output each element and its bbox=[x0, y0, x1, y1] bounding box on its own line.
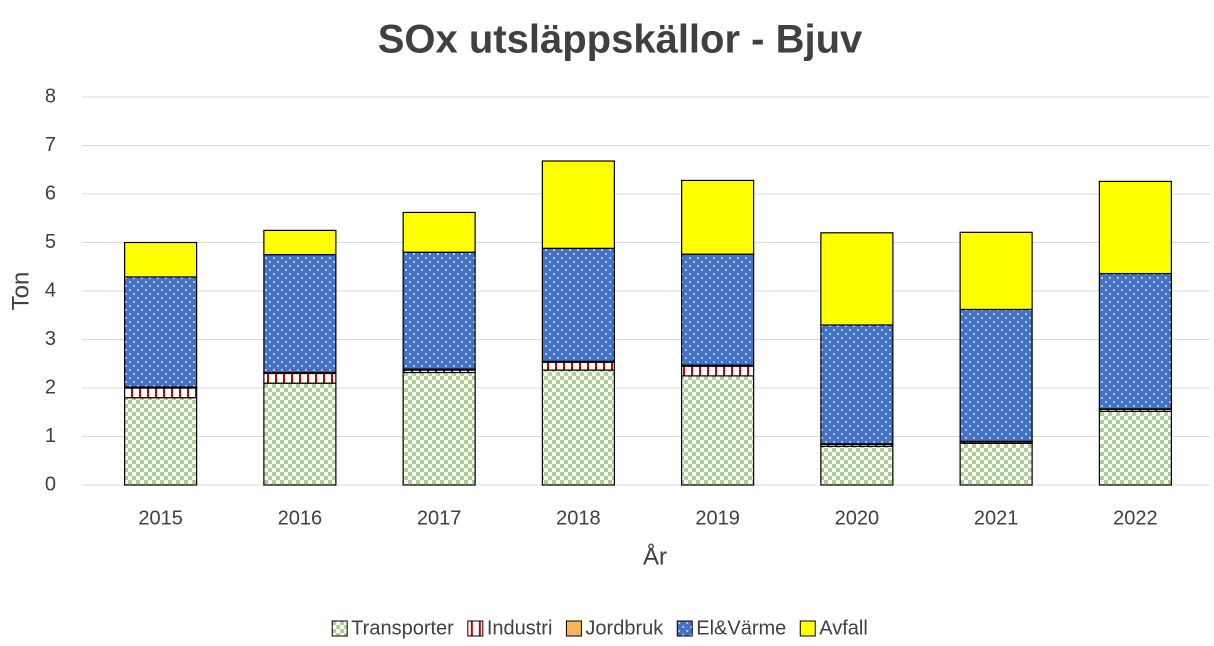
bar-segment bbox=[403, 372, 475, 485]
bar-segment bbox=[682, 254, 754, 365]
bar-segment bbox=[542, 370, 614, 485]
bar-segment bbox=[1099, 411, 1171, 485]
x-tick-label: 2019 bbox=[695, 507, 740, 529]
legend-label: Jordbruk bbox=[585, 617, 664, 639]
bar-segment bbox=[960, 443, 1032, 485]
bar-segment bbox=[821, 233, 893, 325]
legend-label: Transporter bbox=[351, 617, 454, 639]
legend-label: Avfall bbox=[819, 617, 868, 639]
bar-segment bbox=[542, 362, 614, 370]
legend-swatch bbox=[566, 621, 581, 636]
bar-segment bbox=[682, 376, 754, 485]
y-tick-label: 4 bbox=[45, 279, 56, 301]
legend-swatch bbox=[468, 621, 483, 636]
bar-segment bbox=[1099, 181, 1171, 273]
legend-item: Avfall bbox=[800, 617, 868, 639]
bar-segment bbox=[264, 373, 336, 383]
x-axis-label: År bbox=[643, 542, 667, 570]
legend-swatch bbox=[800, 621, 815, 636]
y-tick-label: 6 bbox=[45, 182, 56, 204]
legend-item: Industri bbox=[468, 617, 553, 639]
bar-segment bbox=[682, 366, 754, 376]
y-tick-label: 8 bbox=[45, 85, 56, 107]
bar-segment bbox=[125, 388, 197, 398]
legend-label: Industri bbox=[487, 617, 553, 639]
bar-segment bbox=[542, 248, 614, 361]
bar-segment bbox=[264, 230, 336, 254]
bar-segment bbox=[960, 309, 1032, 441]
bar-segment bbox=[264, 383, 336, 485]
y-tick-label: 5 bbox=[45, 231, 56, 253]
x-tick-label: 2021 bbox=[974, 507, 1019, 529]
y-tick-label: 1 bbox=[45, 425, 56, 447]
bar-segment bbox=[542, 161, 614, 248]
x-tick-label: 2016 bbox=[278, 507, 323, 529]
y-axis-label: Ton bbox=[7, 272, 34, 311]
bar-segment bbox=[125, 243, 197, 277]
y-tick-label: 2 bbox=[45, 376, 56, 398]
bar-segment bbox=[264, 255, 336, 373]
legend-swatch bbox=[677, 621, 692, 636]
bar-segment bbox=[960, 232, 1032, 309]
bar-segment bbox=[821, 325, 893, 444]
y-tick-label: 7 bbox=[45, 134, 56, 156]
legend-item: Jordbruk bbox=[566, 617, 664, 639]
legend-item: El&Värme bbox=[677, 617, 786, 639]
x-tick-label: 2022 bbox=[1113, 507, 1158, 529]
legend-label: El&Värme bbox=[696, 617, 786, 639]
bar-segment bbox=[682, 180, 754, 254]
legend-swatch bbox=[332, 621, 347, 636]
y-tick-label: 3 bbox=[45, 328, 56, 350]
bar-segment bbox=[403, 252, 475, 369]
chart-title: SOx utsläppskällor - Bjuv bbox=[378, 18, 863, 62]
bar-segment bbox=[403, 212, 475, 252]
x-tick-label: 2020 bbox=[835, 507, 880, 529]
bar-segment bbox=[1099, 274, 1171, 409]
bar-segment bbox=[821, 446, 893, 485]
legend-item: Transporter bbox=[332, 617, 454, 639]
bar-segment bbox=[125, 398, 197, 485]
bar-segment bbox=[125, 277, 197, 387]
x-tick-label: 2018 bbox=[556, 507, 601, 529]
x-tick-label: 2017 bbox=[417, 507, 462, 529]
y-tick-label: 0 bbox=[45, 473, 56, 495]
x-tick-label: 2015 bbox=[138, 507, 183, 529]
